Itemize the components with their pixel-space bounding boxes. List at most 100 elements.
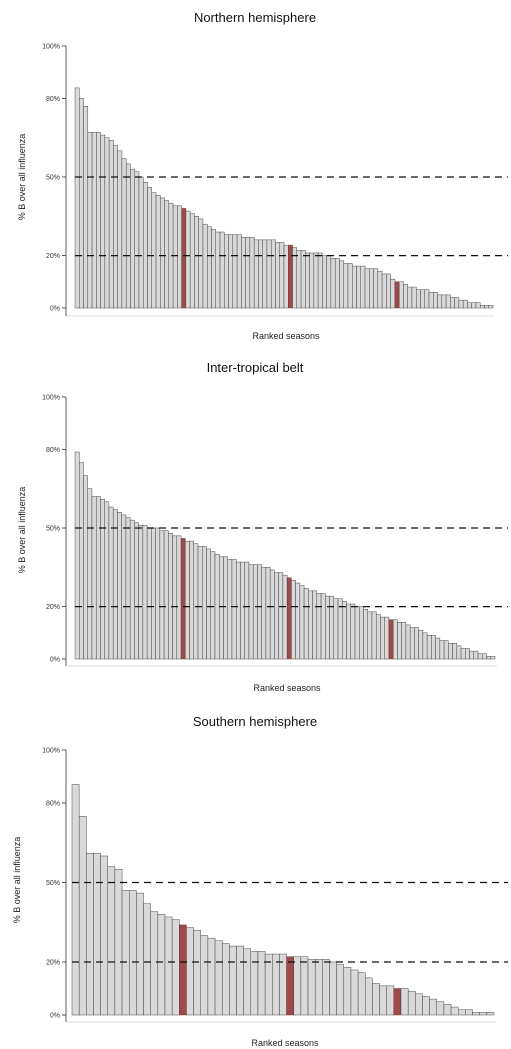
bar [194,216,199,309]
bar [283,244,289,309]
chart-panel-southern-hemisphere: Southern hemisphere 0% 20% 50% 80% 100% Ranked… [0,700,511,1049]
bar [185,210,191,309]
bar [308,590,313,660]
bar [339,260,344,309]
bar [336,964,345,1016]
bar [443,640,449,660]
y-tick-label: 80% [46,447,60,454]
bar [329,595,335,660]
bar [371,611,377,660]
y-tick-label: 100% [42,395,60,402]
bar [164,916,173,1016]
bar [189,540,195,660]
bar [151,192,157,309]
highlighted-bar [286,956,294,1016]
bar [296,250,302,309]
bar [206,226,212,309]
bar [142,525,148,660]
bar [245,237,251,309]
bar [360,265,366,309]
bar [479,305,485,309]
bar [269,569,275,660]
bar [253,239,259,309]
y-tick-label: 80% [46,96,60,103]
y-tick-label: 100% [42,748,60,755]
bar [465,1009,473,1016]
bar [117,512,122,660]
bar [240,561,245,660]
bar [460,648,466,660]
bar [257,564,262,660]
bar [168,533,173,660]
bar [380,616,385,660]
bar [248,564,254,660]
bar [473,650,479,660]
bar [235,561,241,660]
bar [279,242,285,309]
bar [214,553,220,660]
bar [343,263,349,309]
bar [95,496,101,660]
y-tick-label: 20% [46,604,60,611]
highlighted-bar [393,988,402,1016]
bar [198,218,204,309]
bar [467,302,472,309]
bar [486,1012,495,1016]
bar [373,268,379,309]
bar [441,294,447,309]
bar [333,598,339,660]
bar [104,137,110,309]
y-tick-label: 50% [46,526,60,533]
bar [193,543,199,660]
bar [436,1001,445,1016]
bar [375,614,381,660]
bar [202,546,207,660]
bar [365,977,373,1016]
y-axis-label: % B over all influenza [17,487,27,574]
bar [176,535,182,660]
bar [202,223,208,309]
chart-title: Inter-tropical belt [207,360,304,375]
highlighted-bar [288,244,293,309]
bar [171,919,180,1016]
bar [272,953,280,1016]
bar [197,546,203,660]
bar [258,239,263,309]
bar [392,619,398,660]
bar [71,784,80,1016]
bar [343,967,352,1016]
bar [79,98,84,309]
bar [87,488,93,660]
bar [121,890,130,1016]
bar [236,234,242,309]
bar [403,284,408,309]
x-axis-label: Ranked seasons [253,683,321,693]
bar [482,653,487,660]
chart-title: Northern hemisphere [194,10,316,25]
bar [454,297,460,309]
bar [472,1012,480,1016]
bar [79,462,84,660]
bar [278,572,284,660]
bar [219,231,225,309]
bar [74,87,80,309]
bar [352,265,357,309]
bar [215,231,221,309]
bar [372,982,380,1016]
bar [484,305,489,309]
bar [186,927,194,1016]
bar [231,559,237,660]
bar [138,176,144,309]
bar [107,866,116,1016]
bar [456,645,462,660]
bar [359,606,364,660]
chart-svg: Inter-tropical belt 0% 20% 50% 80% 100% Ranked… [17,360,508,693]
bar [407,990,416,1016]
y-tick-label: 20% [46,960,60,967]
bar [128,890,137,1016]
bar [250,951,259,1016]
bar [275,242,280,309]
bar [227,559,233,660]
bar [428,292,434,309]
bar [488,305,494,309]
